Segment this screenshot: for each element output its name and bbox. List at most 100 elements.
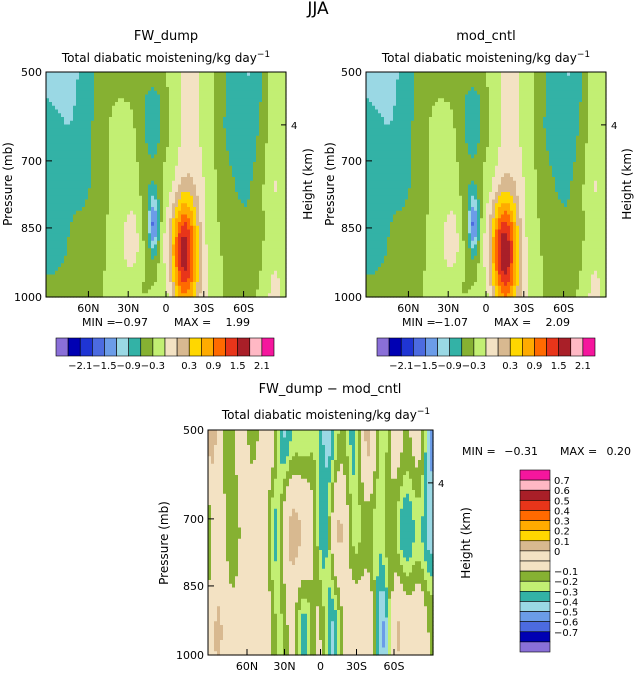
field-cell (61, 274, 65, 279)
field-cell (154, 282, 158, 287)
field-cell (163, 225, 167, 231)
field-cell (187, 139, 191, 144)
field-cell (223, 195, 227, 201)
field-cell (244, 252, 248, 257)
field-cell (369, 72, 373, 77)
field-cell (64, 124, 68, 129)
field-cell (196, 128, 200, 133)
field-cell (139, 102, 143, 107)
field-cell (184, 255, 188, 261)
field-cell (262, 259, 266, 264)
field-cell (118, 128, 122, 133)
field-cell (85, 255, 89, 261)
field-cell (49, 120, 53, 126)
field-cell (214, 113, 218, 118)
field-cell (88, 282, 92, 287)
field-cell (193, 124, 197, 129)
field-cell (366, 259, 370, 264)
field-cell (196, 143, 200, 148)
field-cell (253, 229, 257, 234)
field-cell (109, 263, 113, 268)
field-cell (133, 248, 137, 253)
field-cell (202, 214, 206, 219)
field-cell (178, 120, 182, 126)
field-cell (238, 263, 242, 268)
field-cell (223, 124, 227, 129)
field-cell (82, 282, 86, 287)
field-cell (199, 240, 203, 246)
field-cell (46, 192, 50, 197)
field-cell (220, 225, 224, 231)
field-cell (274, 98, 278, 103)
field-cell (103, 165, 107, 171)
field-cell (366, 113, 370, 118)
field-cell (58, 289, 62, 294)
field-cell (256, 192, 260, 197)
field-cell (262, 255, 266, 261)
field-cell (366, 180, 370, 186)
field-cell (235, 135, 239, 141)
field-cell (271, 289, 275, 294)
field-cell (262, 237, 266, 242)
field-cell (49, 285, 53, 291)
field-cell (67, 90, 71, 96)
field-cell (82, 233, 86, 238)
field-cell (202, 263, 206, 268)
field-cell (163, 237, 167, 242)
field-cell (372, 132, 376, 137)
field-cell (58, 263, 62, 268)
field-cell (70, 147, 74, 152)
field-cell (67, 222, 71, 227)
field-cell (46, 132, 50, 137)
field-cell (142, 173, 146, 178)
field-cell (58, 270, 62, 276)
field-cell (214, 270, 218, 276)
field-cell (46, 218, 50, 223)
field-cell (184, 165, 188, 171)
field-cell (283, 199, 287, 204)
field-cell (121, 214, 125, 219)
field-cell (187, 233, 191, 238)
field-cell (115, 87, 119, 92)
field-cell (253, 128, 257, 133)
field-cell (250, 192, 254, 197)
field-cell (64, 237, 68, 242)
field-cell (253, 135, 257, 141)
field-cell (181, 248, 185, 253)
field-cell (58, 135, 62, 141)
field-cell (64, 218, 68, 223)
field-cell (283, 124, 287, 129)
field-cell (130, 207, 134, 212)
field-cell (274, 289, 278, 294)
field-cell (151, 158, 155, 163)
field-cell (220, 117, 224, 122)
field-cell (118, 75, 122, 81)
field-cell (235, 259, 239, 264)
field-cell (232, 199, 236, 204)
field-cell (61, 120, 65, 126)
field-cell (55, 165, 59, 171)
field-cell (211, 203, 215, 208)
field-cell (169, 169, 173, 174)
field-cell (145, 222, 149, 227)
field-cell (259, 267, 263, 272)
field-cell (369, 248, 373, 253)
field-cell (136, 184, 140, 189)
field-cell (223, 274, 227, 279)
field-cell (82, 267, 86, 272)
field-cell (229, 188, 233, 193)
field-cell (175, 270, 179, 276)
field-cell (118, 195, 122, 201)
field-cell (256, 102, 260, 107)
field-cell (142, 282, 146, 287)
field-cell (136, 188, 140, 193)
field-cell (166, 229, 170, 234)
field-cell (79, 165, 83, 171)
field-cell (259, 94, 263, 99)
field-cell (91, 98, 95, 103)
field-cell (184, 162, 188, 167)
field-cell (268, 237, 272, 242)
field-cell (223, 259, 227, 264)
field-cell (94, 94, 98, 99)
field-cell (259, 162, 263, 167)
